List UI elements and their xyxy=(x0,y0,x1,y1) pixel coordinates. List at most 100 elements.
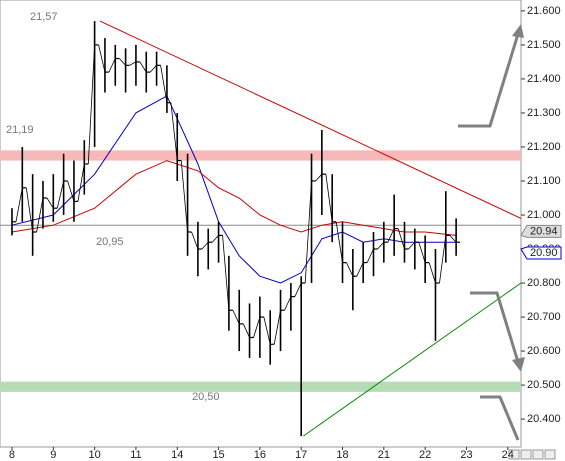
bar-link xyxy=(180,160,188,233)
x-tick-label: 24 xyxy=(502,449,514,461)
ohlc-bar xyxy=(242,303,254,358)
y-tick-label: 21.500 xyxy=(527,39,561,51)
nav-button[interactable] xyxy=(532,449,544,460)
bar-link xyxy=(170,102,178,161)
ohlc-bar xyxy=(98,38,109,93)
y-tick-label: 20.800 xyxy=(527,277,561,289)
ohlc-bar xyxy=(304,153,316,284)
ohlc-bar xyxy=(263,310,275,365)
price-tag xyxy=(520,246,562,260)
ohlc-bar xyxy=(56,153,68,215)
x-tick-label: 18 xyxy=(336,449,348,461)
ohlc-bar xyxy=(232,289,244,352)
ohlc-bar xyxy=(67,160,78,222)
bar-link xyxy=(87,44,96,164)
bar-link xyxy=(408,241,416,250)
bar-link xyxy=(149,65,157,73)
bar-link xyxy=(36,197,44,233)
bar-link xyxy=(118,58,126,66)
ohlc-bar xyxy=(222,235,233,331)
ohlc-bar xyxy=(253,296,264,358)
x-tick-label: 22 xyxy=(419,449,431,461)
ohlc-bar xyxy=(366,232,378,277)
ohlc-bar xyxy=(180,153,192,256)
ohlc-bar xyxy=(201,228,213,270)
ohlc-bar xyxy=(15,146,27,222)
x-tick-label: 9 xyxy=(50,449,56,461)
x-tick-label: 8 xyxy=(9,449,15,461)
price-tag xyxy=(520,224,562,238)
x-tick-label: 15 xyxy=(212,449,224,461)
nav-button[interactable] xyxy=(520,449,532,460)
nav-button[interactable] xyxy=(508,449,520,460)
ohlc-bar xyxy=(387,194,399,256)
arrowhead xyxy=(512,357,525,372)
bar-link xyxy=(428,262,436,284)
ohlc-bar xyxy=(46,174,58,222)
bar-link xyxy=(201,241,209,250)
bar-link xyxy=(325,174,333,222)
x-tick-label: 23 xyxy=(460,449,472,461)
y-tick-label: 21.100 xyxy=(527,175,561,187)
ohlc-bar xyxy=(315,129,326,215)
bar-link xyxy=(232,310,240,325)
ohlc-bar xyxy=(356,242,368,284)
bar-link xyxy=(449,235,457,243)
bar-link xyxy=(356,262,364,277)
bar-link xyxy=(191,231,199,250)
bar-link xyxy=(315,173,323,182)
ohlc-bar xyxy=(449,218,461,256)
ohlc-bar xyxy=(346,249,357,311)
ohlc-bar xyxy=(160,65,171,113)
bar-link xyxy=(77,163,85,202)
nav-buttons xyxy=(508,449,556,460)
ohlc-bar xyxy=(418,235,430,284)
x-tick-label: 17 xyxy=(295,449,307,461)
y-tick-label: 21.400 xyxy=(527,73,561,85)
annotation: 21,57 xyxy=(30,11,58,23)
ohlc-bar xyxy=(408,228,419,270)
bar-link xyxy=(387,228,395,243)
bar-link xyxy=(439,235,447,284)
layer: 21,57 21,19 20,95 20,50 xyxy=(0,10,525,450)
nav-button[interactable] xyxy=(544,449,556,460)
y-tick-label: 21.300 xyxy=(527,107,561,119)
bar-link xyxy=(335,221,343,263)
y-tick-label: 21.200 xyxy=(527,141,561,153)
ohlc-bar xyxy=(118,48,130,93)
ohlc-bar xyxy=(170,102,182,181)
bar-link xyxy=(418,242,426,263)
bar-link xyxy=(46,197,54,209)
bar-link xyxy=(253,316,261,338)
ohlc-bar xyxy=(11,208,16,236)
y-tick-label: 21.000 xyxy=(527,209,561,221)
y-tick-label: 20.500 xyxy=(527,379,561,391)
x-tick-label: 14 xyxy=(171,449,183,461)
bar-link xyxy=(284,296,292,311)
arrow xyxy=(458,33,520,128)
bar-link xyxy=(346,262,354,277)
ohlc-bar xyxy=(325,174,337,243)
y-tick-label: 21.600 xyxy=(527,5,561,17)
ohlc-bar xyxy=(284,283,295,331)
band xyxy=(0,381,521,392)
bar-link xyxy=(129,61,137,66)
annotation: 20,50 xyxy=(192,391,220,403)
ohlc-bar xyxy=(25,174,37,256)
bar-link xyxy=(222,235,230,311)
arrow xyxy=(480,395,520,441)
annotation: 21,19 xyxy=(6,124,34,136)
bar-link xyxy=(15,187,23,222)
ohlc-bar xyxy=(87,21,99,164)
bar-link xyxy=(160,65,168,103)
ohlc-bar xyxy=(273,289,285,352)
ohlc-bar xyxy=(294,276,306,437)
trendline xyxy=(99,20,522,219)
bar-link xyxy=(139,61,147,73)
y-tick-label: 20.700 xyxy=(527,311,561,323)
ohlc-bar xyxy=(139,51,151,93)
bar-link xyxy=(366,248,374,263)
bar-link xyxy=(377,241,385,250)
ohlc-bar xyxy=(335,221,347,284)
